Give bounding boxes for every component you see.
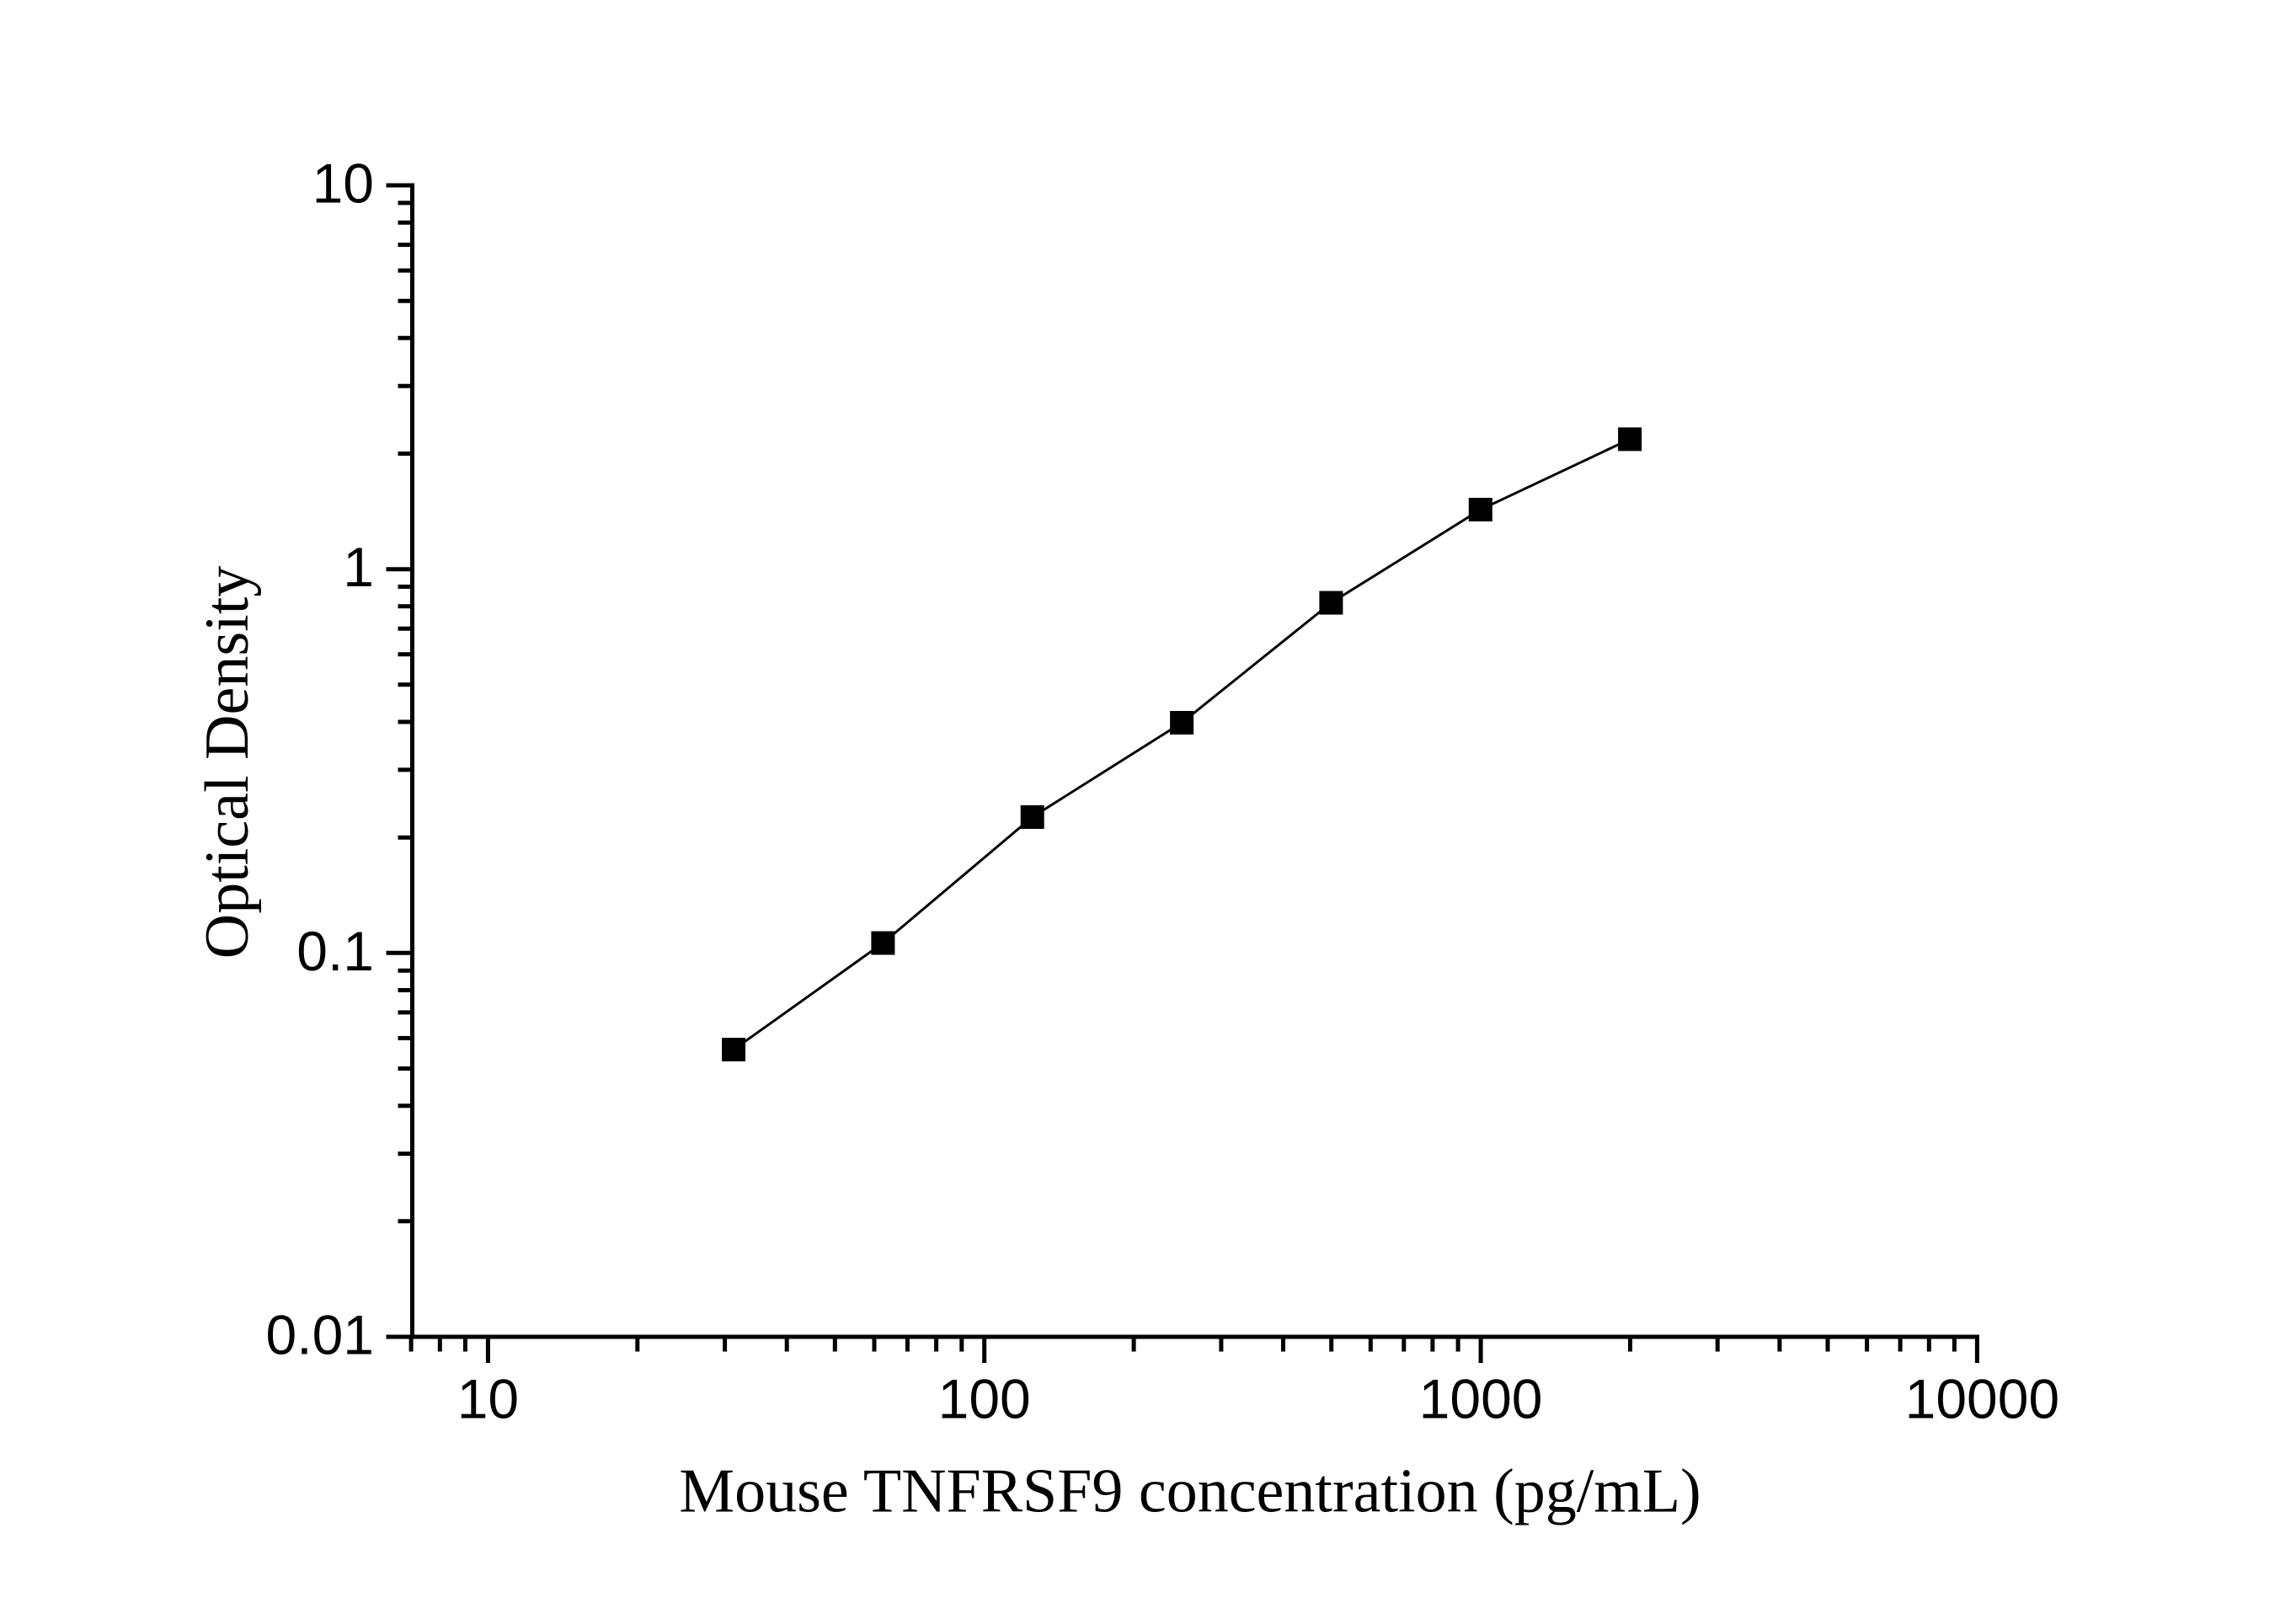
svg-text:Mouse TNFRSF9 concentration (p: Mouse TNFRSF9 concentration (pg/mL): [679, 1457, 1701, 1526]
svg-text:10: 10: [312, 152, 374, 215]
svg-text:10: 10: [457, 1368, 519, 1430]
svg-text:100: 100: [938, 1368, 1031, 1430]
svg-text:10000: 10000: [1905, 1368, 2060, 1430]
svg-text:0.01: 0.01: [266, 1304, 374, 1366]
svg-text:1000: 1000: [1419, 1368, 1543, 1430]
svg-text:1: 1: [343, 536, 374, 598]
svg-text:Optical Density: Optical Density: [193, 566, 262, 959]
svg-text:0.1: 0.1: [296, 920, 374, 982]
